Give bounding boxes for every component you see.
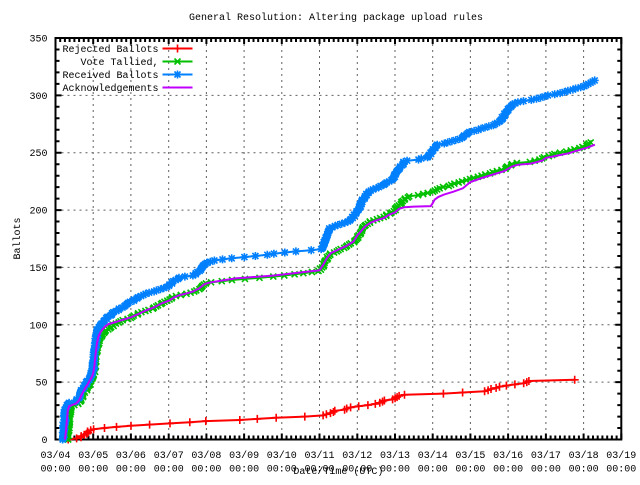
- svg-text:00:00: 00:00: [78, 465, 108, 476]
- svg-text:03/17: 03/17: [531, 450, 561, 462]
- svg-text:00:00: 00:00: [418, 465, 448, 476]
- svg-text:Rejected Ballots: Rejected Ballots: [62, 44, 158, 56]
- svg-text:03/15: 03/15: [455, 450, 485, 462]
- svg-text:00:00: 00:00: [531, 465, 561, 476]
- svg-text:00:00: 00:00: [493, 465, 523, 476]
- svg-text:00:00: 00:00: [154, 465, 184, 476]
- svg-text:Vote Tallied,: Vote Tallied,: [80, 57, 158, 69]
- svg-text:General Resolution: Altering p: General Resolution: Altering package upl…: [189, 12, 483, 24]
- svg-text:200: 200: [29, 207, 47, 218]
- svg-text:03/12: 03/12: [342, 450, 372, 462]
- svg-text:03/19: 03/19: [606, 450, 636, 462]
- svg-text:00:00: 00:00: [229, 465, 259, 476]
- svg-text:Acknowledgements: Acknowledgements: [62, 83, 158, 95]
- svg-text:00:00: 00:00: [267, 465, 297, 476]
- svg-text:00:00: 00:00: [191, 465, 221, 476]
- svg-text:00:00: 00:00: [40, 465, 70, 476]
- svg-text:03/13: 03/13: [380, 450, 410, 462]
- svg-text:00:00: 00:00: [455, 465, 485, 476]
- svg-text:150: 150: [29, 264, 47, 275]
- svg-text:300: 300: [29, 92, 47, 103]
- svg-text:00:00: 00:00: [380, 465, 410, 476]
- svg-text:03/05: 03/05: [78, 450, 108, 462]
- svg-text:03/10: 03/10: [267, 450, 297, 462]
- svg-text:0: 0: [41, 436, 47, 447]
- svg-text:00:00: 00:00: [569, 465, 599, 476]
- svg-text:03/09: 03/09: [229, 450, 259, 462]
- svg-text:03/07: 03/07: [154, 450, 184, 462]
- svg-text:00:00: 00:00: [606, 465, 636, 476]
- svg-text:Received Ballots: Received Ballots: [62, 70, 158, 82]
- svg-text:100: 100: [29, 321, 47, 332]
- svg-text:00:00: 00:00: [116, 465, 146, 476]
- svg-text:03/16: 03/16: [493, 450, 523, 462]
- svg-text:50: 50: [35, 379, 47, 390]
- svg-text:Ballots: Ballots: [12, 217, 24, 259]
- svg-text:350: 350: [29, 35, 47, 46]
- svg-text:03/11: 03/11: [304, 450, 334, 462]
- svg-text:03/04: 03/04: [40, 450, 70, 462]
- svg-text:03/18: 03/18: [569, 450, 599, 462]
- svg-text:250: 250: [29, 149, 47, 160]
- svg-text:00:00: 00:00: [342, 465, 372, 476]
- svg-text:03/06: 03/06: [116, 450, 146, 462]
- svg-text:03/08: 03/08: [191, 450, 221, 462]
- svg-text:Date/Time (UTC): Date/Time (UTC): [293, 466, 383, 478]
- svg-text:03/14: 03/14: [418, 450, 448, 462]
- svg-text:00:00: 00:00: [304, 465, 334, 476]
